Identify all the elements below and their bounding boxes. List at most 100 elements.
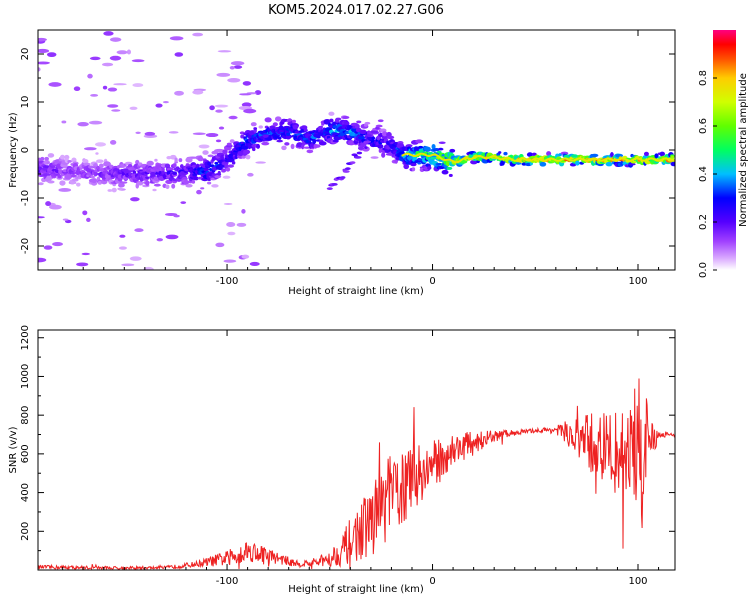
heatmap-noise-blob	[49, 204, 62, 210]
heatmap-ridge-blob	[231, 160, 236, 165]
heatmap-ridge-blob	[403, 163, 410, 170]
heatmap-noise-blob	[126, 49, 131, 55]
heatmap-ridge-blob	[436, 150, 442, 154]
heatmap-ridge-blob	[670, 155, 675, 159]
heatmap-ridge-blob	[290, 143, 295, 150]
heatmap-ridge-blob	[386, 135, 395, 140]
heatmap-ridge-blob	[313, 144, 321, 148]
heatmap-ridge-blob	[240, 134, 245, 139]
heatmap-branch-blob	[366, 134, 372, 138]
heatmap-ridge-blob	[71, 157, 77, 163]
heatmap-branch-blob	[357, 147, 365, 150]
heatmap-noise-blob	[155, 103, 163, 108]
heatmap-ridge-blob	[284, 142, 290, 146]
heatmap-branch-blob	[370, 130, 379, 134]
heatmap-branch-blob	[377, 119, 384, 123]
heatmap-ridge-blob	[316, 135, 321, 139]
heatmap-noise-blob	[162, 101, 169, 104]
x-tick-label: -100	[216, 576, 239, 587]
heatmap-ridge-blob	[214, 174, 222, 179]
heatmap-ridge-blob	[256, 145, 260, 149]
heatmap-ridge-blob	[222, 149, 228, 155]
heatmap-noise-blob	[48, 82, 62, 87]
heatmap-ridge-blob	[575, 160, 580, 166]
heatmap-ridge-blob	[303, 127, 308, 132]
heatmap-noise-blob	[192, 89, 204, 95]
heatmap-ridge-blob	[364, 121, 371, 125]
heatmap-ridge-blob	[292, 119, 296, 124]
heatmap-noise-blob	[215, 139, 222, 143]
heatmap-ridge-blob	[47, 180, 55, 184]
heatmap-branch-blob	[344, 167, 351, 171]
y-tick-label: 1000	[20, 364, 31, 389]
heatmap-ridge-blob	[285, 134, 292, 140]
heatmap-noise-blob	[249, 261, 260, 267]
y-tick-label: 400	[20, 483, 31, 502]
y-tick-label: 20	[20, 48, 31, 61]
snr-x-ticks: -100 0 100	[62, 330, 660, 587]
heatmap-noise-blob	[174, 52, 184, 57]
heatmap-noise-blob	[214, 104, 229, 108]
heatmap-ridge-blob	[417, 161, 422, 165]
heatmap-noise-blob	[196, 189, 202, 195]
heatmap-ridge-blob	[234, 153, 239, 160]
heatmap-noise-blob	[107, 87, 118, 92]
heatmap-ridge-blob	[381, 131, 388, 137]
heatmap-ridge-blob	[286, 131, 291, 136]
heatmap-noise-blob	[228, 115, 238, 120]
heatmap-noise-blob	[230, 61, 245, 66]
heatmap-ridge-blob	[111, 187, 117, 193]
heatmap-ridge-blob	[356, 120, 362, 124]
heatmap-branch-blob	[350, 161, 356, 165]
heatmap-ridge-blob	[500, 160, 505, 166]
heatmap-ridge-blob	[93, 172, 98, 177]
heatmap-ridge-blob	[145, 176, 150, 179]
heatmap-noise-blob	[101, 62, 114, 67]
heatmap-ridge-blob	[449, 148, 456, 153]
spectrogram-frame	[37, 29, 676, 271]
heatmap-ridge-blob	[266, 137, 273, 141]
heatmap-noise-blob	[52, 242, 63, 247]
snr-x-axis-label: Height of straight line (km)	[288, 584, 424, 595]
heatmap-ridge-blob	[470, 159, 478, 165]
heatmap-ridge-blob	[441, 169, 449, 175]
heatmap-noise-blob	[242, 81, 252, 86]
heatmap-marks	[38, 31, 675, 270]
heatmap-ridge-blob	[217, 170, 221, 176]
snr-panel: -100 0 100 200 400 600 800 1000 1200 Height of …	[8, 325, 676, 595]
heatmap-noise-blob	[241, 102, 252, 108]
heatmap-ridge-blob	[264, 117, 272, 123]
heatmap-ridge-blob	[40, 156, 45, 161]
heatmap-ridge-blob	[207, 161, 212, 166]
heatmap-noise-blob	[241, 209, 246, 214]
heatmap-ridge-blob	[197, 156, 204, 162]
heatmap-ridge-blob	[118, 182, 125, 188]
colorbar-tick-label: 0.4	[698, 166, 709, 182]
y-tick-label: 600	[20, 444, 31, 463]
heatmap-ridge-blob	[96, 159, 104, 164]
heatmap-ridge-blob	[90, 175, 95, 179]
heatmap-noise-blob	[247, 172, 254, 177]
heatmap-ridge-blob	[46, 161, 50, 165]
heatmap-ridge-blob	[211, 184, 219, 188]
heatmap-ridge-blob	[203, 168, 210, 172]
heatmap-ridge-blob	[64, 174, 73, 180]
figure-title: KOM5.2024.017.02.27.G06	[268, 3, 444, 18]
heatmap-noise-blob	[129, 106, 138, 110]
heatmap-ridge-blob	[241, 155, 247, 159]
heatmap-ridge-blob	[57, 174, 62, 179]
heatmap-noise-blob	[227, 231, 236, 236]
heatmap-ridge-blob	[178, 158, 183, 163]
heatmap-noise-blob	[255, 161, 266, 164]
heatmap-ridge-blob	[220, 154, 224, 160]
heatmap-ridge-blob	[171, 183, 176, 189]
heatmap-ridge-blob	[328, 111, 335, 116]
heatmap-noise-blob	[103, 31, 114, 36]
heatmap-ridge-blob	[590, 153, 599, 158]
heatmap-noise-blob	[243, 108, 257, 114]
heatmap-noise-blob	[216, 72, 231, 77]
heatmap-ridge-blob	[277, 136, 282, 140]
colorbar-ticks: 0.0 0.2 0.4 0.6 0.8	[698, 70, 717, 278]
heatmap-noise-blob	[200, 187, 205, 190]
colorbar-gradient	[713, 30, 736, 270]
